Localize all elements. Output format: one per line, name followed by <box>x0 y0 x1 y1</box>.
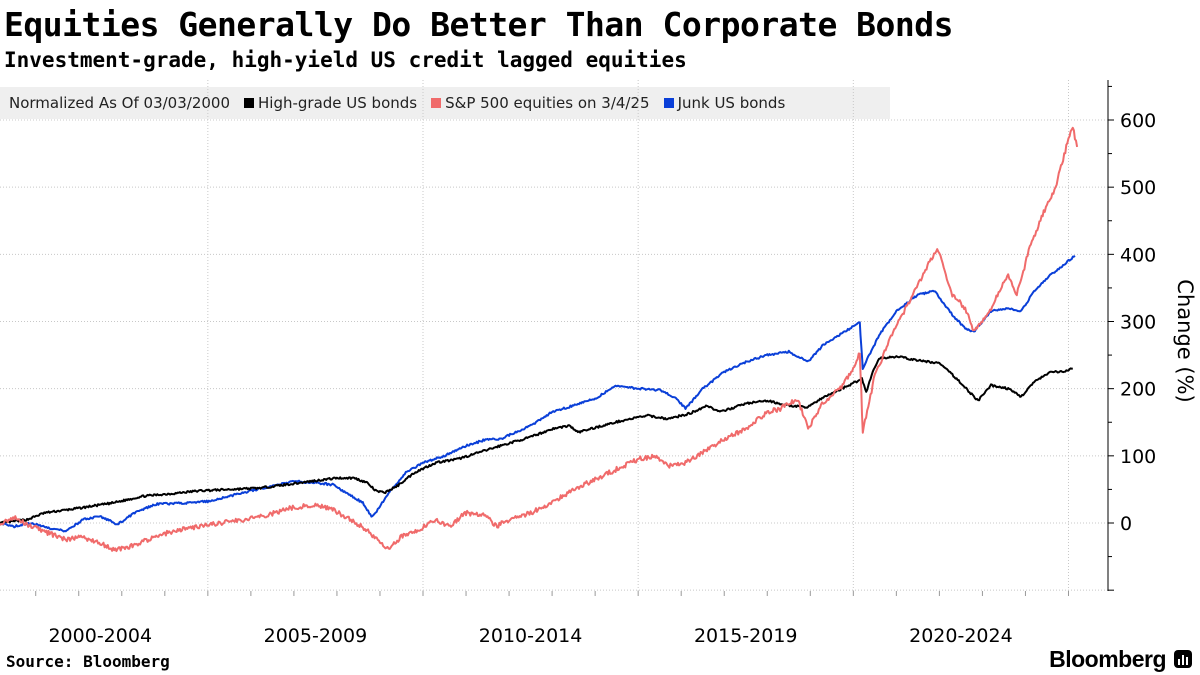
chart-subtitle: Investment-grade, high-yield US credit l… <box>4 48 687 72</box>
legend-swatch-junk <box>663 98 674 108</box>
y-tick-label: 500 <box>1120 177 1156 199</box>
chart-title: Equities Generally Do Better Than Corpor… <box>4 5 954 44</box>
series-line-sp500 <box>0 126 1079 553</box>
legend-entry-high-grade: High-grade US bonds <box>244 94 417 112</box>
legend-swatch-high-grade <box>244 98 254 108</box>
x-tick-label: 2000-2004 <box>48 625 152 647</box>
chart-legend: Normalized As Of 03/03/2000 High-grade U… <box>0 87 890 119</box>
y-tick-label: 0 <box>1120 513 1132 535</box>
y-tick-label: 300 <box>1120 312 1156 334</box>
x-tick-label: 2020-2024 <box>909 625 1013 647</box>
y-tick-label: 400 <box>1120 244 1156 266</box>
y-axis-label: Change (%) <box>1173 279 1197 402</box>
legend-label-sp500: S&P 500 equities on 3/4/25 <box>445 94 650 112</box>
source-note: Source: Bloomberg <box>6 652 170 671</box>
x-tick-label: 2010-2014 <box>479 625 583 647</box>
bloomberg-bars-icon <box>1174 650 1192 668</box>
y-tick-label: 100 <box>1120 446 1156 468</box>
legend-label-high-grade: High-grade US bonds <box>258 94 418 112</box>
legend-entry-sp500: S&P 500 equities on 3/4/25 <box>431 94 650 112</box>
series-line-high-grade <box>0 355 1073 525</box>
y-tick-label: 200 <box>1120 379 1156 401</box>
legend-label-junk: Junk US bonds <box>677 94 786 112</box>
legend-normalization-note: Normalized As Of 03/03/2000 <box>9 94 230 112</box>
legend-swatch-sp500 <box>431 98 442 108</box>
x-tick-label: 2015-2019 <box>694 625 798 647</box>
y-tick-label: 600 <box>1120 110 1156 132</box>
bloomberg-logo: Bloomberg <box>1049 646 1166 672</box>
x-tick-label: 2005-2009 <box>264 625 368 647</box>
legend-entry-junk: Junk US bonds <box>663 94 786 112</box>
series-line-junk <box>0 254 1076 533</box>
